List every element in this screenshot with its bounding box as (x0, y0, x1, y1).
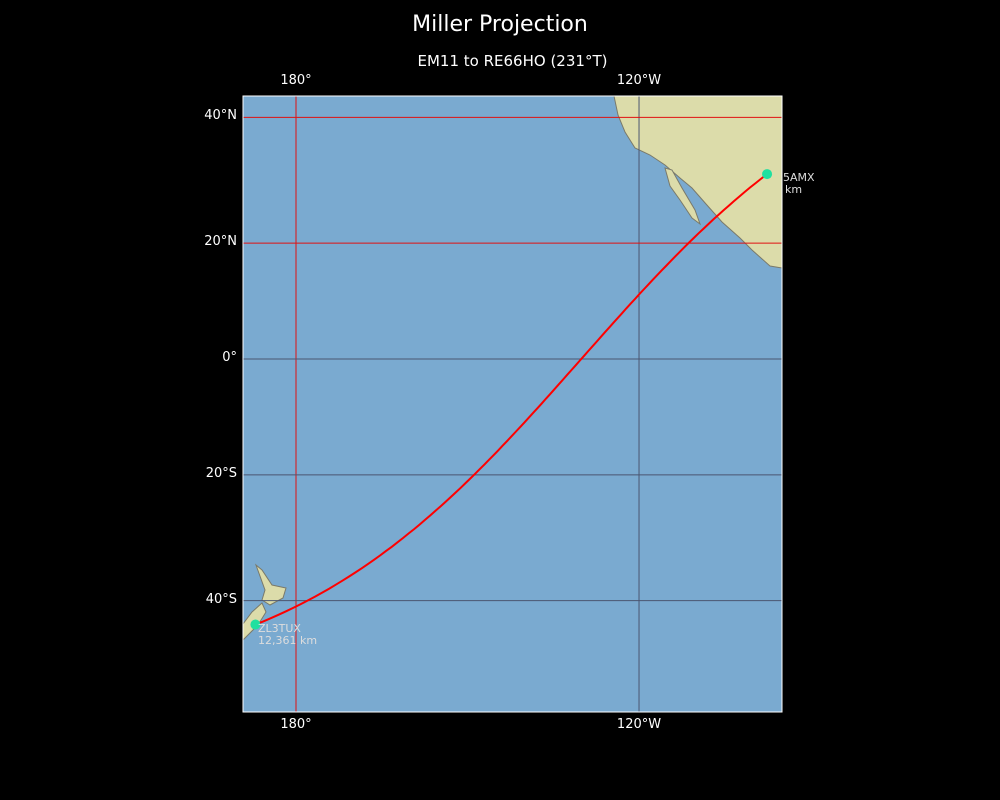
lon-tick-label-bottom: 120°W (616, 717, 662, 732)
lat-tick-label: 20°N (204, 234, 237, 250)
land-nz-north (254, 563, 287, 606)
lat-tick-label: 0° (222, 350, 237, 365)
map-frame (242, 95, 783, 713)
end-label-callsign: ZL3TUX (258, 622, 301, 635)
land-layer (243, 96, 782, 641)
start-label-callsign: 5AMX (783, 171, 815, 184)
start-label-distance: km (785, 183, 802, 196)
great-circle-route (255, 173, 768, 626)
lat-tick-label: 40°N (204, 108, 237, 124)
start-marker (762, 169, 773, 180)
lon-tick-label-top: 120°W (616, 73, 662, 88)
chart-subtitle: EM11 to RE66HO (231°T) (417, 52, 608, 70)
lat-tick-label: 20°S (205, 465, 237, 481)
gridlines (243, 96, 782, 712)
end-label-distance: 12,361 km (258, 634, 317, 647)
end-marker (250, 619, 261, 630)
land-baja (664, 167, 702, 226)
lat-tick-label: 40°S (205, 591, 237, 607)
ocean (243, 96, 782, 712)
lon-tick-label-top: 180° (280, 73, 312, 88)
lon-tick-label-bottom: 180° (280, 717, 312, 732)
chart-title: Miller Projection (412, 12, 588, 37)
land-north-america (613, 96, 782, 269)
